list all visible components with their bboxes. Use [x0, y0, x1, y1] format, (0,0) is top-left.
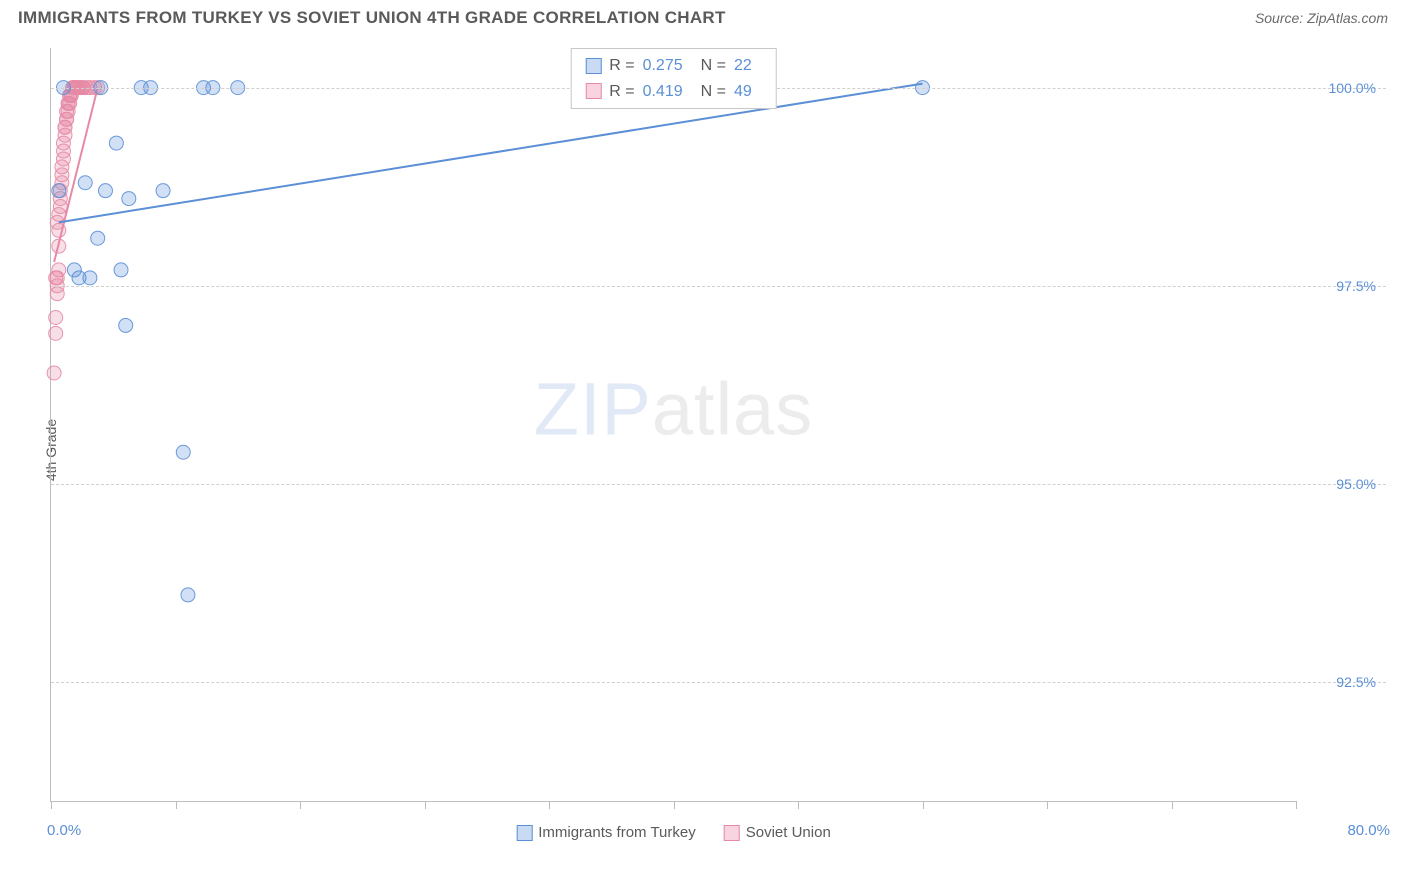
- source-label: Source: ZipAtlas.com: [1255, 10, 1388, 26]
- chart-header: IMMIGRANTS FROM TURKEY VS SOVIET UNION 4…: [0, 0, 1406, 34]
- x-axis-max-label: 80.0%: [1347, 822, 1390, 839]
- x-axis-min-label: 0.0%: [47, 822, 81, 839]
- scatter-point: [122, 192, 136, 206]
- y-tick-label: 92.5%: [1336, 674, 1376, 690]
- legend-item-soviet: Soviet Union: [724, 824, 831, 841]
- scatter-point: [83, 271, 97, 285]
- series-legend: Immigrants from Turkey Soviet Union: [516, 824, 831, 841]
- swatch-soviet-icon: [585, 83, 601, 99]
- y-tick-label: 100.0%: [1329, 80, 1376, 96]
- y-tick-label: 95.0%: [1336, 476, 1376, 492]
- x-tick: [176, 801, 177, 809]
- legend-item-turkey: Immigrants from Turkey: [516, 824, 696, 841]
- swatch-soviet-icon: [724, 825, 740, 841]
- r-value-soviet: 0.419: [643, 79, 683, 105]
- swatch-turkey-icon: [516, 825, 532, 841]
- scatter-point: [109, 136, 123, 150]
- gridline: [51, 484, 1386, 485]
- scatter-point: [47, 366, 61, 380]
- x-tick: [798, 801, 799, 809]
- n-label: N =: [701, 53, 726, 79]
- correlation-row-soviet: R = 0.419 N = 49: [585, 79, 762, 105]
- x-tick: [549, 801, 550, 809]
- correlation-row-turkey: R = 0.275 N = 22: [585, 53, 762, 79]
- y-tick-label: 97.5%: [1336, 278, 1376, 294]
- r-label: R =: [609, 79, 634, 105]
- x-tick: [1172, 801, 1173, 809]
- x-tick: [300, 801, 301, 809]
- n-value-turkey: 22: [734, 53, 752, 79]
- swatch-turkey-icon: [585, 58, 601, 74]
- x-tick: [425, 801, 426, 809]
- chart-area: 4th Grade ZIPatlas R = 0.275 N = 22 R = …: [50, 48, 1386, 852]
- scatter-svg: [51, 48, 1296, 801]
- scatter-point: [176, 445, 190, 459]
- scatter-point: [49, 310, 63, 324]
- scatter-point: [49, 271, 63, 285]
- r-value-turkey: 0.275: [643, 53, 683, 79]
- r-label: R =: [609, 53, 634, 79]
- scatter-point: [49, 326, 63, 340]
- legend-label-soviet: Soviet Union: [746, 824, 831, 841]
- scatter-point: [156, 184, 170, 198]
- n-value-soviet: 49: [734, 79, 752, 105]
- x-tick: [674, 801, 675, 809]
- scatter-point: [181, 588, 195, 602]
- scatter-point: [119, 318, 133, 332]
- x-tick: [51, 801, 52, 809]
- x-tick: [1047, 801, 1048, 809]
- scatter-point: [78, 176, 92, 190]
- scatter-point: [91, 231, 105, 245]
- gridline: [51, 286, 1386, 287]
- scatter-point: [98, 184, 112, 198]
- x-tick: [1296, 801, 1297, 809]
- x-tick: [923, 801, 924, 809]
- trend-line: [59, 84, 923, 223]
- chart-title: IMMIGRANTS FROM TURKEY VS SOVIET UNION 4…: [18, 8, 726, 28]
- n-label: N =: [701, 79, 726, 105]
- gridline: [51, 682, 1386, 683]
- scatter-point: [52, 184, 66, 198]
- correlation-legend: R = 0.275 N = 22 R = 0.419 N = 49: [570, 48, 777, 109]
- plot-region: ZIPatlas R = 0.275 N = 22 R = 0.419 N = …: [50, 48, 1296, 802]
- scatter-point: [114, 263, 128, 277]
- legend-label-turkey: Immigrants from Turkey: [538, 824, 696, 841]
